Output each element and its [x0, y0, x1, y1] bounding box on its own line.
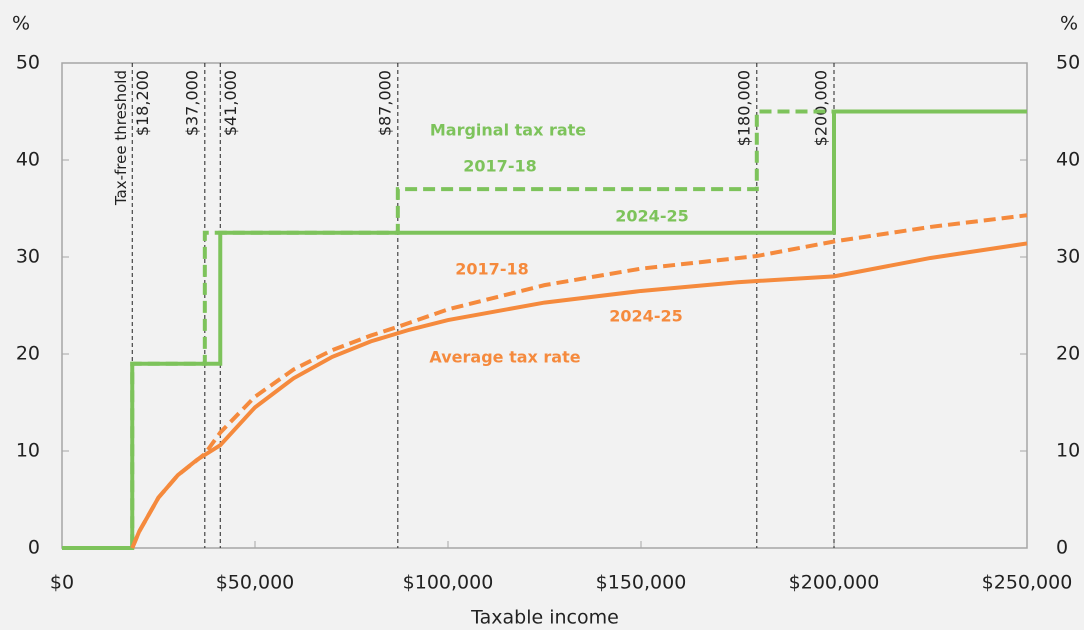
threshold-label: $200,000	[812, 70, 831, 146]
y-tick-label: 20	[16, 343, 40, 365]
series-label: 2017-18	[463, 157, 536, 176]
threshold-label: $41,000	[221, 70, 240, 136]
y-tick-label: 30	[16, 246, 40, 268]
y2-axis-label: %	[1060, 13, 1078, 35]
series-line	[62, 109, 1027, 550]
y2-tick-label: 40	[1056, 149, 1080, 171]
series-label: 2024-25	[609, 307, 682, 326]
series-label: 2024-25	[615, 207, 688, 226]
threshold-label: $37,000	[182, 70, 201, 136]
group-label: Average tax rate	[429, 348, 580, 367]
y2-tick-label: 30	[1056, 246, 1080, 268]
threshold-label: $18,200	[133, 70, 152, 136]
y2-tick-label: 50	[1056, 52, 1080, 74]
threshold-note: Tax-free threshold	[112, 70, 130, 206]
y2-tick-label: 10	[1056, 440, 1080, 462]
y2-tick-label: 0	[1056, 537, 1068, 559]
x-tick-label: $100,000	[403, 572, 494, 594]
x-tick-label: $150,000	[596, 572, 687, 594]
series-label: 2017-18	[455, 260, 528, 279]
series-line	[130, 241, 1028, 549]
y-axis-label: %	[12, 13, 30, 35]
y-tick-label: 0	[28, 537, 40, 559]
x-tick-label: $250,000	[982, 572, 1073, 594]
y-tick-label: 50	[16, 52, 40, 74]
plot-frame	[61, 62, 1028, 549]
y-tick-label: 10	[16, 440, 40, 462]
x-tick-label: $200,000	[789, 572, 880, 594]
threshold-label: $87,000	[375, 70, 394, 136]
y-tick-label: 40	[16, 149, 40, 171]
x-tick-label: $0	[50, 572, 74, 594]
threshold-label: $180,000	[734, 70, 753, 146]
x-tick-label: $50,000	[216, 572, 295, 594]
group-label: Marginal tax rate	[430, 121, 586, 140]
x-axis-label: Taxable income	[470, 607, 619, 629]
y2-tick-label: 20	[1056, 343, 1080, 365]
